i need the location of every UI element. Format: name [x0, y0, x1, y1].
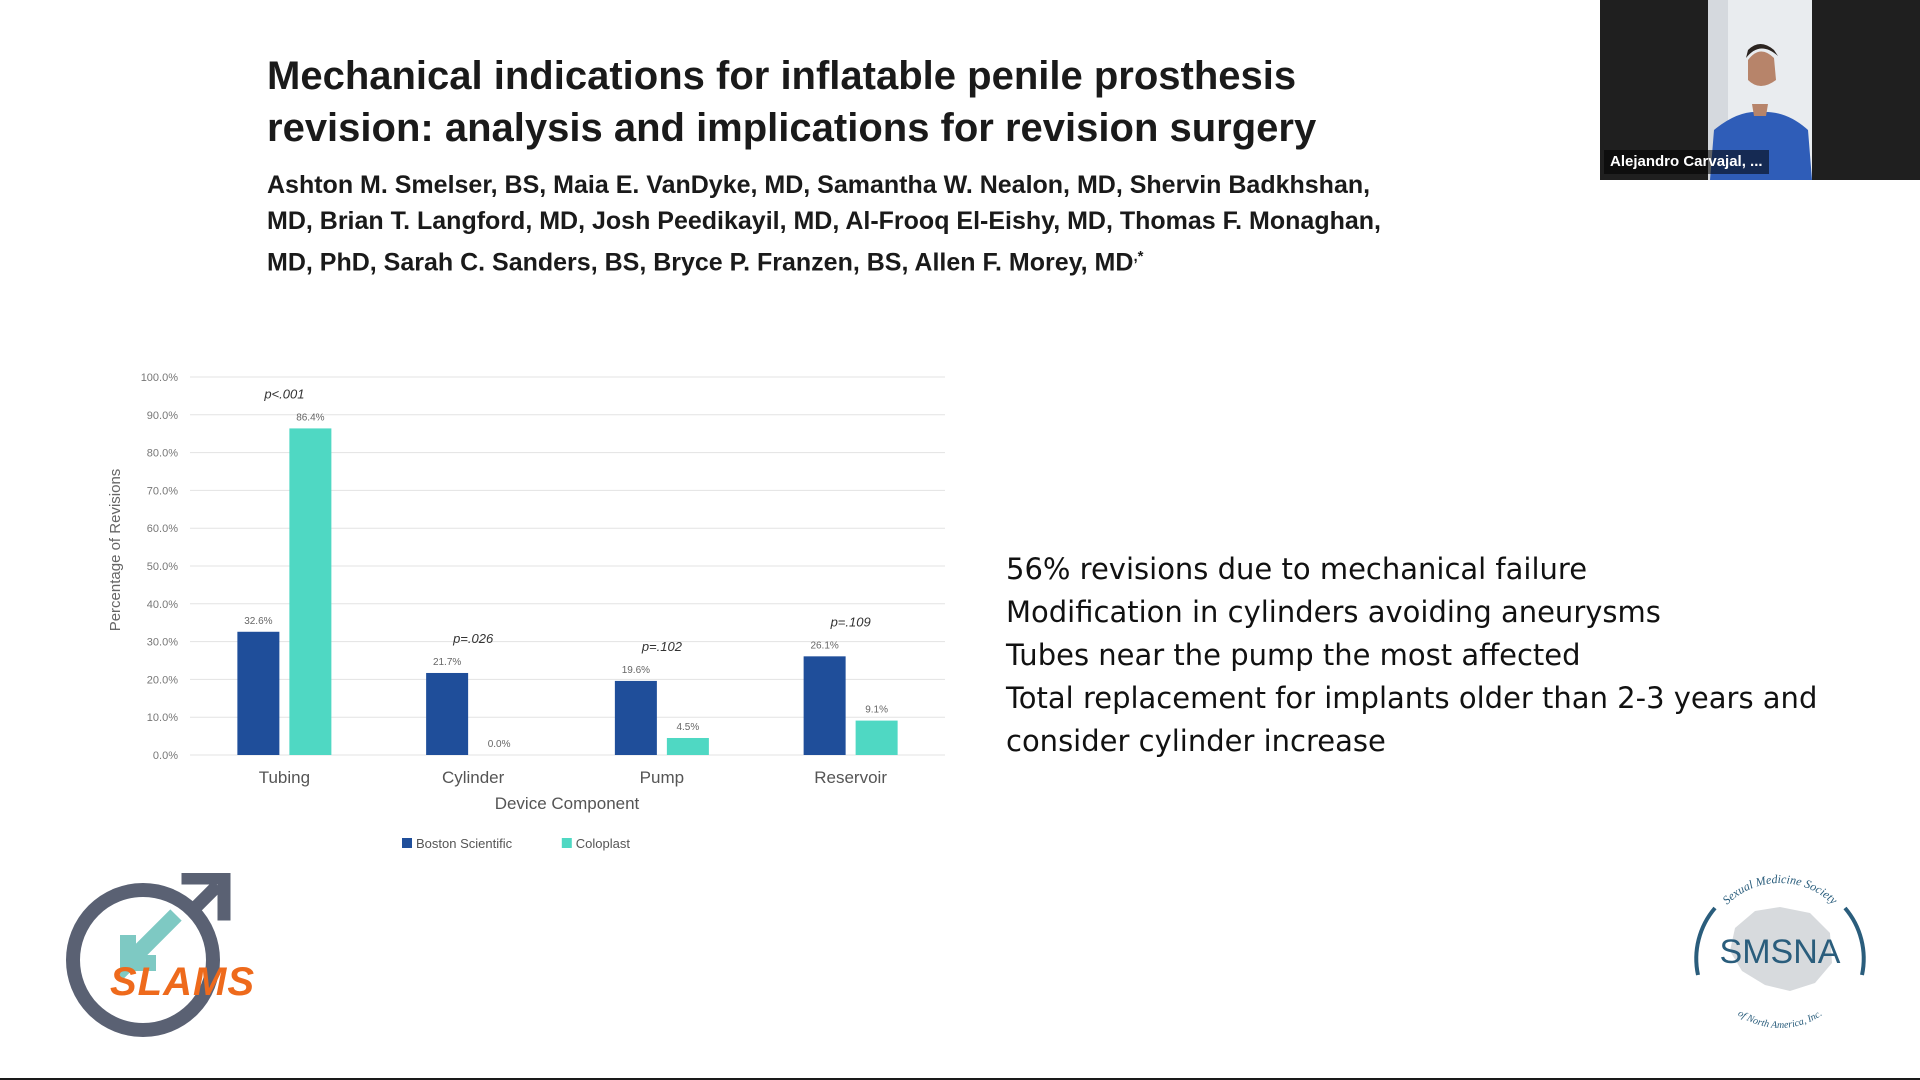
chart-p-value: p=.102	[641, 639, 683, 654]
chart-p-value: p=.026	[452, 631, 494, 646]
slams-logo-text: SLAMS	[110, 960, 255, 1004]
slide-title: Mechanical indications for inflatable pe…	[267, 50, 1467, 154]
svg-text:of North America, Inc.: of North America, Inc.	[1736, 1008, 1825, 1031]
bullet-line: Modification in cylinders avoiding aneur…	[1006, 595, 1661, 629]
chart-y-tick-label: 40.0%	[147, 599, 178, 611]
bullet-line: Tubes near the pump the most affected	[1006, 638, 1581, 672]
screen-bottom-bar	[0, 1078, 1920, 1080]
chart-x-tick-label: Cylinder	[442, 768, 505, 787]
slide-bullet-text: 56% revisions due to mechanical failure …	[1006, 548, 1886, 763]
chart-data-label: 21.7%	[433, 657, 461, 668]
chart-bar	[666, 737, 709, 755]
chart-legend-label: Coloplast	[576, 836, 631, 851]
title-line: revision: analysis and implications for …	[267, 106, 1317, 150]
chart-x-axis-label: Device Component	[495, 794, 640, 813]
svg-text:Sexual Medicine Society: Sexual Medicine Society	[1720, 872, 1841, 908]
chart-data-label: 19.6%	[622, 665, 650, 676]
title-line: Mechanical indications for inflatable pe…	[267, 54, 1297, 98]
chart-y-tick-label: 0.0%	[153, 750, 178, 762]
smsna-arc-top: Sexual Medicine Society	[1720, 872, 1841, 908]
chart-bar	[289, 428, 332, 755]
chart-data-label: 0.0%	[488, 739, 511, 750]
chart-y-tick-label: 90.0%	[147, 410, 178, 422]
author-line: MD, PhD, Sarah C. Sanders, BS, Bryce P. …	[267, 239, 1487, 280]
chart-legend-swatch	[561, 838, 572, 848]
chart-bar	[855, 720, 898, 755]
chart-bar	[426, 672, 469, 755]
author-list: Ashton M. Smelser, BS, Maia E. VanDyke, …	[267, 167, 1487, 280]
chart-data-label: 32.6%	[244, 616, 272, 627]
chart-data-label: 4.5%	[676, 722, 699, 733]
chart-y-tick-labels: 0.0% 10.0% 20.0% 30.0% 40.0% 50.0% 60.0% 70.0% 8…	[141, 372, 179, 762]
chart-bar	[237, 631, 280, 755]
author-line: Ashton M. Smelser, BS, Maia E. VanDyke, …	[267, 171, 1371, 199]
chart-x-tick-label: Reservoir	[814, 768, 887, 787]
chart-p-values: p<.001 p=.026 p=.102 p=.109	[263, 386, 870, 654]
chart-y-tick-label: 60.0%	[147, 523, 178, 535]
chart-p-value: p=.109	[830, 614, 871, 629]
author-line: MD, Brian T. Langford, MD, Josh Peedikay…	[267, 207, 1381, 235]
bullet-line: 56% revisions due to mechanical failure	[1006, 552, 1588, 586]
chart-y-tick-label: 10.0%	[147, 712, 178, 724]
smsna-arc-bottom: of North America, Inc.	[1736, 1008, 1825, 1031]
chart-bar	[803, 656, 846, 755]
chart-data-label: 86.4%	[296, 412, 324, 423]
chart-data-labels: 32.6% 86.4% 21.7% 0.0% 19.6% 4.5% 26.1% 9.1%	[244, 412, 888, 750]
author-line-text: MD, PhD, Sarah C. Sanders, BS, Bryce P. …	[267, 248, 1134, 277]
smsna-logo: Sexual Medicine Society SMSNA of North A…	[1694, 872, 1866, 1031]
smsna-logo-text: SMSNA	[1720, 933, 1841, 971]
author-superscript: ,*	[1133, 248, 1144, 265]
bullet-line: Total replacement for implants older tha…	[1006, 681, 1818, 715]
bullet-line: consider cylinder increase	[1006, 724, 1386, 758]
chart-y-tick-label: 20.0%	[147, 674, 178, 686]
participant-name-label: Alejandro Carvajal, ...	[1604, 150, 1769, 174]
chart-x-tick-label: Tubing	[259, 768, 310, 787]
male-symbol-arrow-logo-icon	[66, 873, 231, 1037]
chart-legend: Boston Scientific Coloplast	[402, 836, 630, 851]
chart-y-tick-label: 70.0%	[147, 485, 178, 497]
revision-bar-chart: 0.0% 10.0% 20.0% 30.0% 40.0% 50.0% 60.0% 70.0% 8…	[107, 372, 945, 851]
chart-y-tick-label: 80.0%	[147, 448, 178, 460]
chart-x-tick-labels: Tubing Cylinder Pump Reservoir	[259, 768, 888, 787]
chart-p-value: p<.001	[263, 386, 304, 401]
chart-y-tick-label: 100.0%	[141, 372, 179, 384]
chart-y-tick-label: 50.0%	[147, 561, 178, 573]
chart-legend-swatch	[402, 838, 412, 848]
chart-data-label: 9.1%	[865, 705, 888, 716]
participant-video-tile[interactable]: Alejandro Carvajal, ...	[1600, 0, 1920, 180]
chart-data-label: 26.1%	[810, 640, 838, 651]
chart-bar	[614, 680, 657, 755]
chart-legend-label: Boston Scientific	[416, 836, 513, 851]
chart-y-axis-label: Percentage of Revisions	[107, 469, 124, 632]
chart-y-tick-label: 30.0%	[147, 637, 178, 649]
north-america-map-icon	[1730, 907, 1832, 991]
chart-x-tick-label: Pump	[640, 768, 684, 787]
chart-bars	[237, 428, 898, 755]
